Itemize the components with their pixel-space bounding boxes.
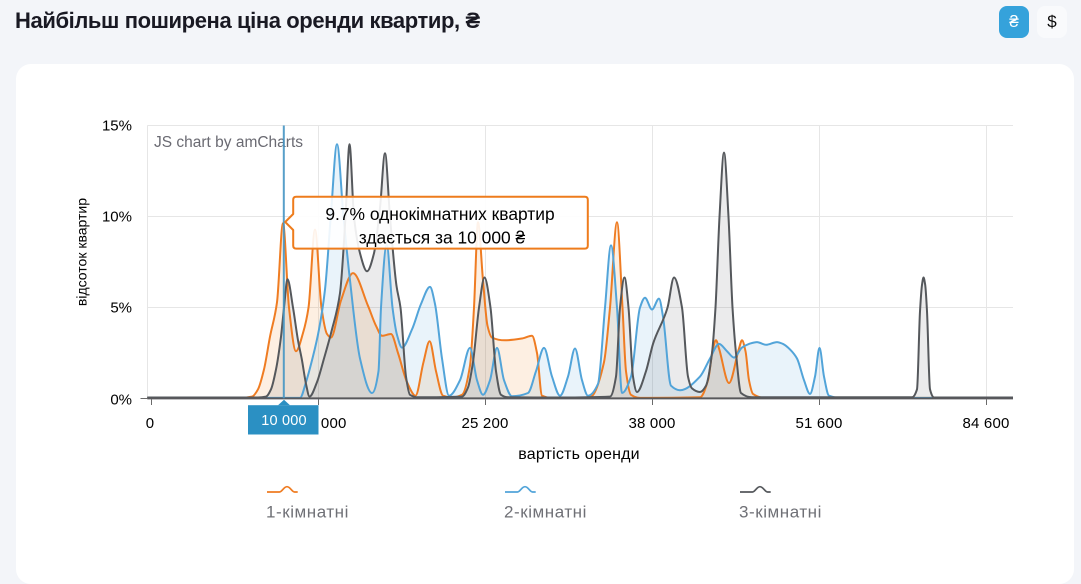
svg-text:10 000: 10 000 bbox=[261, 413, 307, 429]
svg-text:відсоток квартир: відсоток квартир bbox=[74, 198, 90, 306]
svg-text:3-кімнатні: 3-кімнатні bbox=[739, 503, 822, 522]
svg-text:2-кімнатні: 2-кімнатні bbox=[504, 503, 587, 522]
svg-text:84 600: 84 600 bbox=[962, 415, 1009, 432]
svg-text:10%: 10% bbox=[102, 209, 132, 226]
svg-text:9.7% однокімнатних квартир: 9.7% однокімнатних квартир bbox=[325, 204, 554, 224]
svg-text:25 200: 25 200 bbox=[461, 415, 508, 432]
svg-text:0: 0 bbox=[146, 415, 155, 432]
svg-text:1-кімнатні: 1-кімнатні bbox=[266, 503, 349, 522]
svg-text:38 000: 38 000 bbox=[628, 415, 675, 432]
svg-text:5%: 5% bbox=[110, 300, 132, 317]
svg-text:вартість оренди: вартість оренди bbox=[518, 446, 640, 463]
svg-text:здається за 10 000 ₴: здається за 10 000 ₴ bbox=[359, 228, 526, 248]
svg-text:15%: 15% bbox=[102, 118, 132, 135]
svg-text:51 600: 51 600 bbox=[795, 415, 842, 432]
svg-text:JS chart by amCharts: JS chart by amCharts bbox=[154, 134, 303, 151]
svg-text:0%: 0% bbox=[110, 392, 132, 409]
